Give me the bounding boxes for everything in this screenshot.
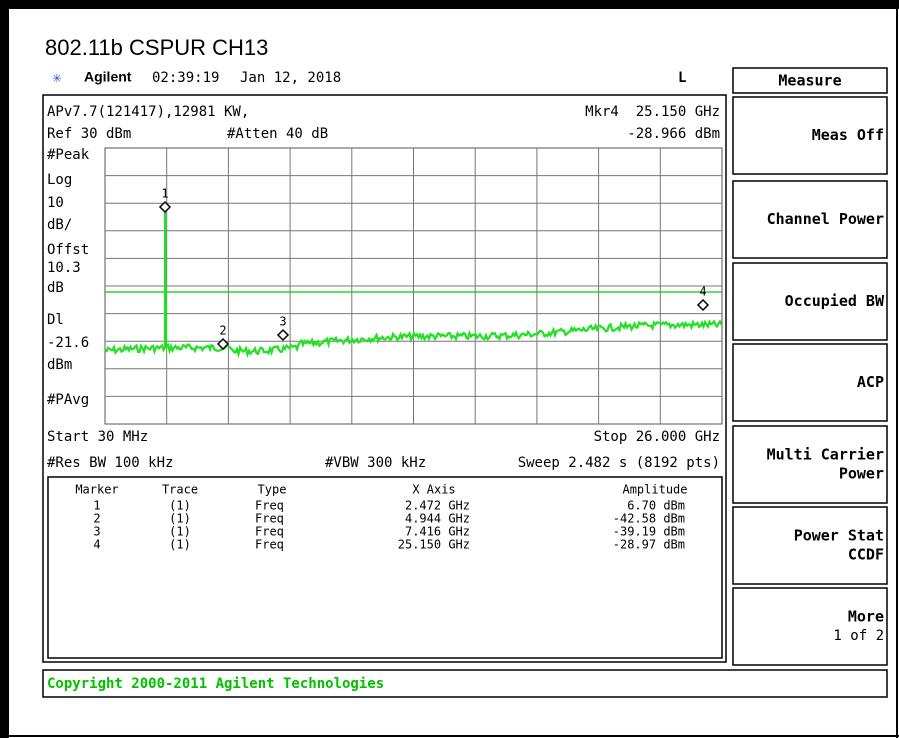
frame-top	[0, 0, 899, 9]
table-cell: Freq	[255, 538, 284, 552]
table-cell: (1)	[169, 538, 191, 552]
rbw: #Res BW 100 kHz	[47, 455, 173, 471]
softkey[interactable]	[732, 343, 888, 422]
marker-label: 3	[279, 315, 286, 329]
info: APv7.7(121417),12981 KW,	[47, 104, 249, 120]
softkey[interactable]	[732, 262, 888, 341]
side-label: dB	[47, 280, 64, 296]
start-freq: Start 30 MHz	[47, 429, 148, 445]
softkey-label: Power	[839, 465, 884, 483]
table-cell: -42.58 dBm	[613, 512, 685, 526]
softkey[interactable]	[732, 425, 888, 504]
side-label: 10.3	[47, 260, 81, 276]
table-cell: (1)	[169, 499, 191, 513]
table-cell: -28.97 dBm	[613, 538, 685, 552]
frame-left	[0, 0, 9, 738]
softkey-label: Multi Carrier	[767, 446, 884, 464]
softkey-sub: 1 of 2	[833, 628, 884, 644]
table-cell: 1	[93, 499, 100, 513]
table-cell: Freq	[255, 525, 284, 539]
status-bar	[42, 669, 888, 698]
marker-amplitude: -28.966 dBm	[627, 126, 720, 142]
table-header: Trace	[162, 483, 198, 497]
table-cell: 2.472 GHz	[405, 499, 470, 513]
ref-level: Ref 30 dBm	[47, 126, 131, 142]
table-cell: (1)	[169, 512, 191, 526]
softkey[interactable]	[732, 587, 888, 666]
softkey-label: Power Stat	[794, 527, 884, 545]
marker-label: 4	[699, 285, 706, 299]
side-label: 10	[47, 195, 64, 211]
mode: L	[678, 70, 686, 86]
table-header: Type	[258, 483, 287, 497]
table-header: X Axis	[412, 483, 455, 497]
table-cell: 6.70 dBm	[627, 499, 685, 513]
marker	[276, 328, 290, 342]
attenuation: #Atten 40 dB	[227, 126, 328, 142]
softkey-label: CCDF	[848, 546, 884, 564]
marker	[216, 337, 230, 351]
softkey[interactable]	[732, 506, 888, 585]
side-label: #PAvg	[47, 392, 89, 408]
stop-freq: Stop 26.000 GHz	[594, 429, 720, 445]
table-cell: 25.150 GHz	[398, 538, 470, 552]
marker-readout: Mkr4 25.150 GHz	[585, 104, 720, 120]
marker	[696, 298, 710, 312]
menu-title-box	[732, 67, 888, 94]
side-label: dB/	[47, 217, 72, 233]
table-cell: 7.416 GHz	[405, 525, 470, 539]
table-cell: 4.944 GHz	[405, 512, 470, 526]
softkey[interactable]	[732, 96, 888, 175]
vbw: #VBW 300 kHz	[325, 455, 426, 471]
side-label: Offst	[47, 242, 89, 258]
status: Copyright 2000-2011 Agilent Technologies	[47, 676, 384, 692]
table-cell: Freq	[255, 499, 284, 513]
softkey-label: ACP	[857, 373, 884, 391]
table-cell: 2	[93, 512, 100, 526]
side-label: Dl	[47, 312, 64, 328]
date: Jan 12, 2018	[240, 70, 341, 86]
marker-label: 1	[161, 187, 168, 201]
side-label: dBm	[47, 357, 72, 373]
softkey-label: Channel Power	[767, 210, 884, 228]
softkey-label: More	[848, 608, 884, 626]
softkey-label: Meas Off	[812, 126, 884, 144]
title: 802.11b CSPUR CH13	[45, 35, 268, 60]
brand: Agilent	[84, 69, 132, 85]
table-cell: 3	[93, 525, 100, 539]
sweep: Sweep 2.482 s (8192 pts)	[518, 455, 720, 471]
table-header: Amplitude	[622, 483, 687, 497]
time: 02:39:19	[152, 70, 219, 86]
logo-icon: ✳	[52, 68, 62, 87]
table-cell: 4	[93, 538, 100, 552]
table-cell: -39.19 dBm	[613, 525, 685, 539]
softkey-label: Occupied BW	[785, 292, 885, 310]
table-cell: (1)	[169, 525, 191, 539]
side-label: Log	[47, 172, 72, 188]
marker	[158, 200, 172, 214]
side-label: #Peak	[47, 147, 90, 163]
softkey[interactable]	[732, 180, 888, 259]
marker-table	[47, 476, 723, 659]
trace	[104, 206, 723, 359]
marker-label: 2	[219, 324, 226, 338]
menu-title: Measure	[778, 72, 841, 90]
table-cell: Freq	[255, 512, 284, 526]
display-panel	[42, 94, 727, 663]
side-label: -21.6	[47, 335, 89, 351]
table-header: Marker	[75, 483, 118, 497]
